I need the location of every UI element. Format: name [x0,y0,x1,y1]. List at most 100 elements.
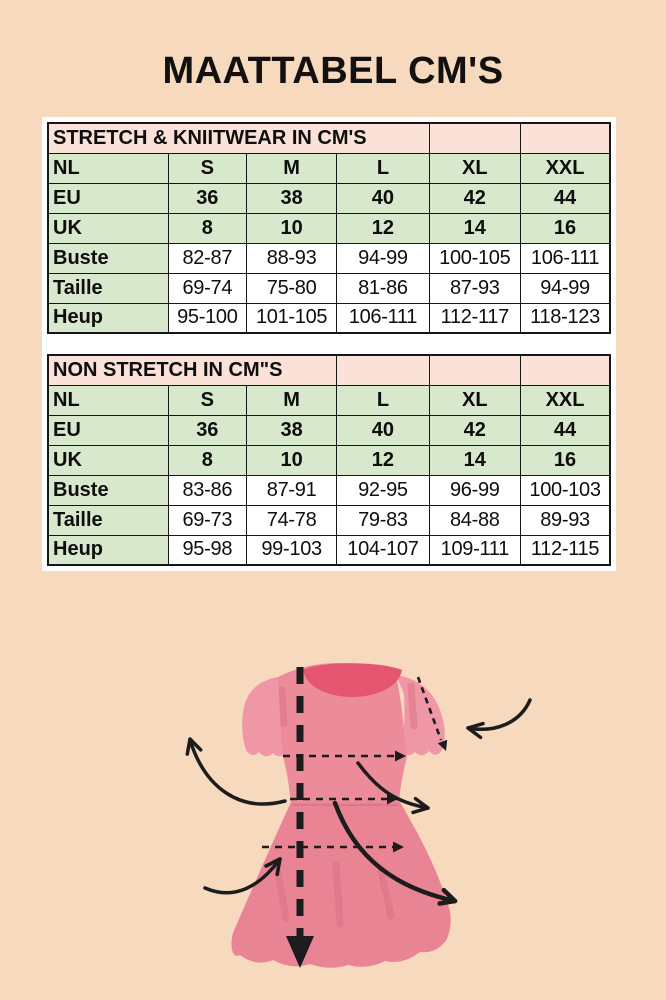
size-table-2: NON STRETCH IN CM"S NL S M L XL XXL EU 36 38 40 42 4… [47,354,611,566]
table-row: Buste 82-87 88-93 94-99 100-105 106-111 [47,242,611,274]
table-cell: L [336,152,430,184]
table-cell: 82-87 [167,242,247,274]
table-cell: 16 [520,212,611,244]
table-cell: 14 [428,212,522,244]
table-cell: 109-111 [428,534,522,566]
table-title-row: STRETCH & KNIITWEAR IN CM'S [47,122,611,154]
table-cell: XXL [520,384,611,416]
row-label: UK [47,444,169,476]
row-label: Buste [47,474,169,506]
table-title: STRETCH & KNIITWEAR IN CM'S [47,122,430,154]
table-cell: 94-99 [520,272,611,304]
table-cell: 87-93 [428,272,522,304]
table-title-empty-cell [336,354,430,386]
table-cell: 94-99 [336,242,430,274]
table-cell: 100-103 [520,474,611,506]
taille-arrow [332,800,458,906]
table-cell: S [167,152,247,184]
table-cell: L [336,384,430,416]
table-cell: 104-107 [336,534,430,566]
mouw-arrow [466,698,532,740]
table-cell: XL [428,384,522,416]
row-label: NL [47,152,169,184]
dress-illustration [185,663,532,968]
length-arrowhead [286,936,314,968]
table-cell: 99-103 [245,534,338,566]
hip-line-arrowhead [393,841,404,853]
heup-arrow [203,857,282,895]
bust-line-arrowhead [395,750,406,762]
row-label: Heup [47,534,169,566]
table-title-empty-cell [520,122,611,154]
table-row: EU 36 38 40 42 44 [47,414,611,446]
table-row: Taille 69-73 74-78 79-83 84-88 89-93 [47,504,611,536]
table-cell: M [245,384,338,416]
row-label: Taille [47,504,169,536]
table-cell: 36 [167,182,247,214]
table-cell: 95-100 [167,302,247,334]
table-cell: 8 [167,444,247,476]
table-cell: 44 [520,414,611,446]
page-title: MAATTABEL CM'S [162,50,504,92]
table-row: UK 8 10 12 14 16 [47,212,611,244]
table-cell: 112-115 [520,534,611,566]
table-cell: 69-74 [167,272,247,304]
table-title-empty-cell [520,354,611,386]
table-row: EU 36 38 40 42 44 [47,182,611,214]
table-row: Taille 69-74 75-80 81-86 87-93 94-99 [47,272,611,304]
size-table-1: STRETCH & KNIITWEAR IN CM'S NL S M L XL XXL EU 3… [47,122,611,334]
dress-skirt [231,802,451,968]
table-row: NL S M L XL XXL [47,152,611,184]
table-cell: 84-88 [428,504,522,536]
table-cell: 40 [336,414,430,446]
table-cell: 14 [428,444,522,476]
sleeve-line-arrowhead [437,739,448,751]
table-cell: 89-93 [520,504,611,536]
row-label: Heup [47,302,169,334]
table-cell: 16 [520,444,611,476]
table-cell: 36 [167,414,247,446]
table-cell: 10 [245,444,338,476]
table-cell: 42 [428,182,522,214]
table-cell: 12 [336,444,430,476]
table-cell: 112-117 [428,302,522,334]
buste-arrow [356,761,430,815]
sleeve-dashed-line [416,676,443,741]
row-label: Buste [47,242,169,274]
table-cell: 38 [245,414,338,446]
table-cell: 106-111 [336,302,430,334]
table-row: NL S M L XL XXL [47,384,611,416]
row-label: EU [47,182,169,214]
table-cell: 95-98 [167,534,247,566]
tables-divider-gap [47,334,611,354]
table-cell: 79-83 [336,504,430,536]
table-cell: 83-86 [167,474,247,506]
table-cell: 40 [336,182,430,214]
table-cell: 10 [245,212,338,244]
table-cell: 69-73 [167,504,247,536]
table-cell: XXL [520,152,611,184]
row-label: UK [47,212,169,244]
table-cell: 38 [245,182,338,214]
table-cell: 101-105 [245,302,338,334]
table-row: Heup 95-98 99-103 104-107 109-111 112-115 [47,534,611,566]
table-cell: 88-93 [245,242,338,274]
table-cell: 75-80 [245,272,338,304]
table-cell: M [245,152,338,184]
table-row: Heup 95-100 101-105 106-111 112-117 118-123 [47,302,611,334]
table-title-empty-cell [428,354,522,386]
table-cell: 12 [336,212,430,244]
table-cell: 42 [428,414,522,446]
table-cell: 74-78 [245,504,338,536]
table-cell: 81-86 [336,272,430,304]
table-cell: 44 [520,182,611,214]
table-row: UK 8 10 12 14 16 [47,444,611,476]
table-cell: S [167,384,247,416]
table-cell: 100-105 [428,242,522,274]
measurement-diagram: Lengte meet je vanaf hethoogste punt van… [0,618,666,1000]
table-cell: 8 [167,212,247,244]
table-row: Buste 83-86 87-91 92-95 96-99 100-103 [47,474,611,506]
row-label: NL [47,384,169,416]
table-cell: 92-95 [336,474,430,506]
